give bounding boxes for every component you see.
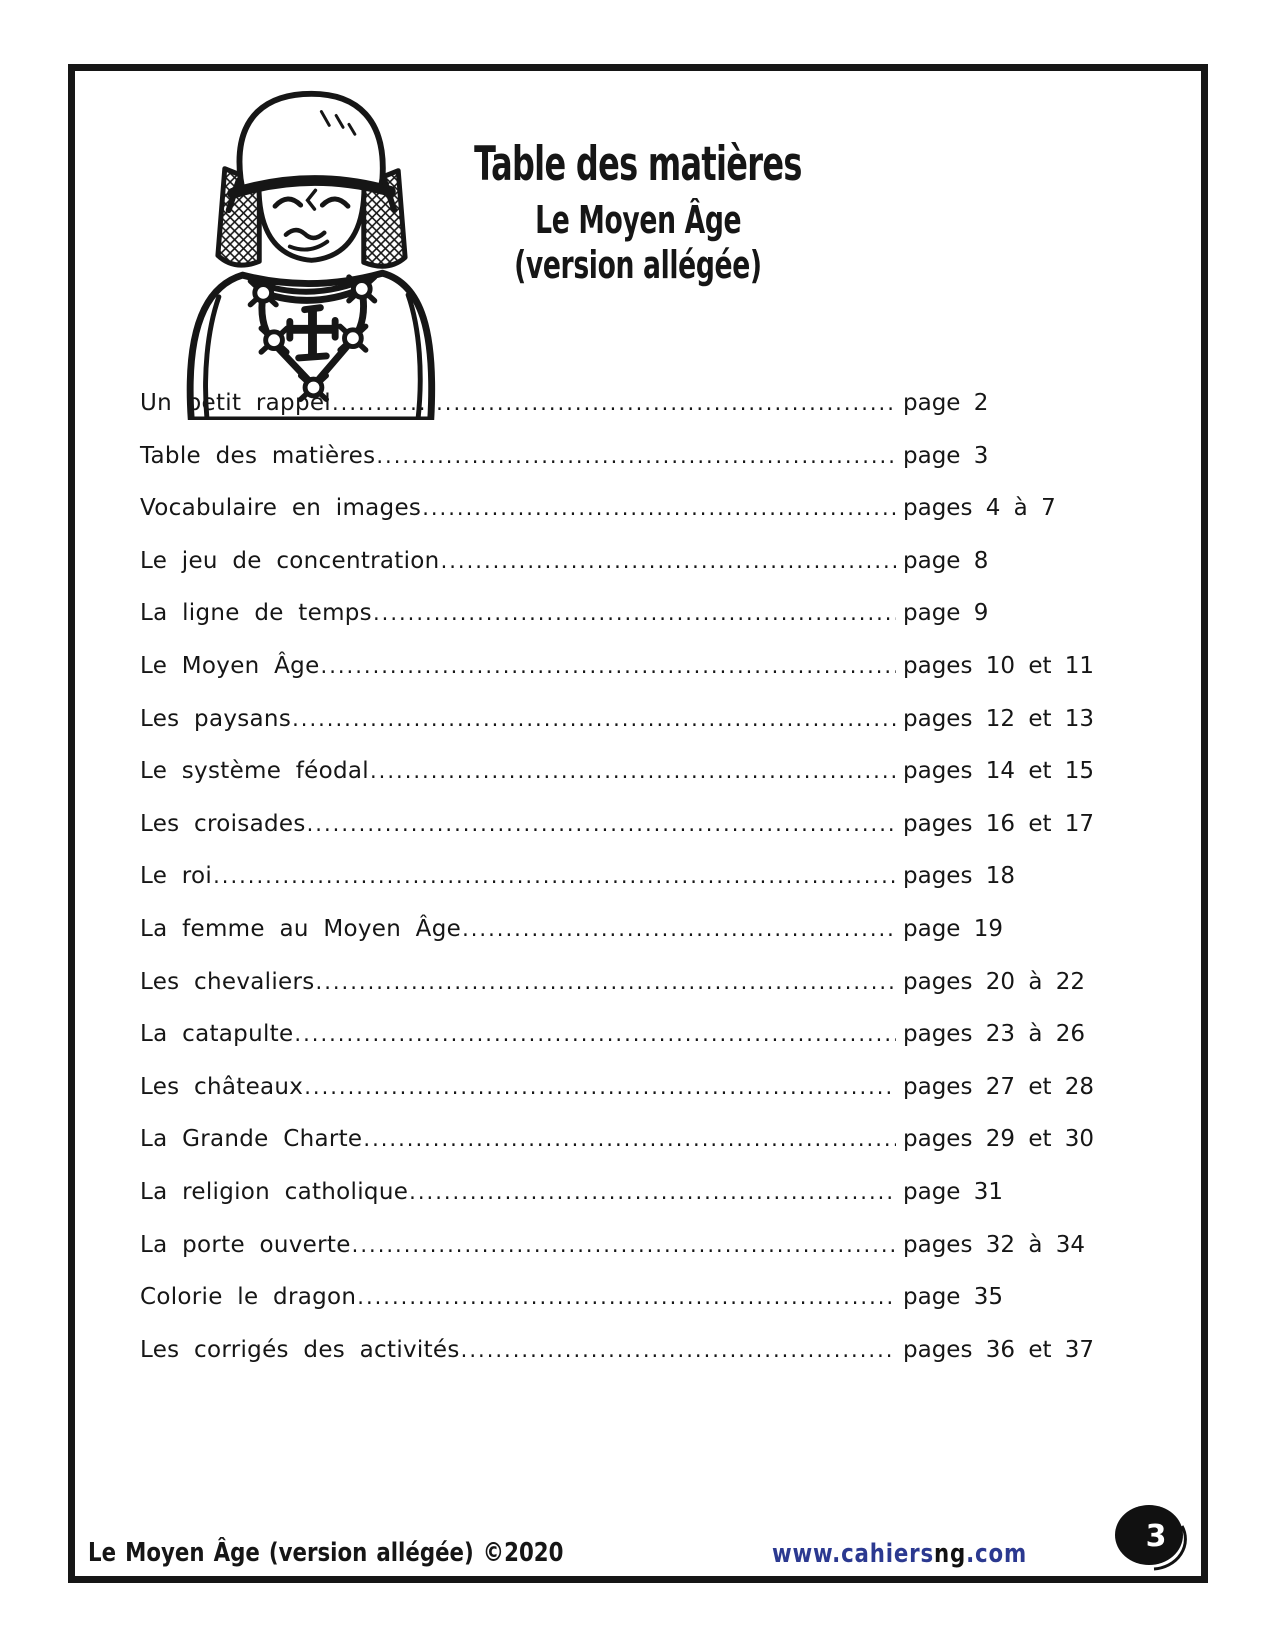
page-subtitle: Le Moyen Âge — [534, 198, 742, 242]
toc-page-ref: pages 20 à 22 — [903, 968, 1085, 995]
toc-page-ref: pages 14 et 15 — [903, 758, 1095, 785]
toc-leader-dots: ........................................… — [315, 969, 896, 994]
toc-leader-dots: ........................................… — [294, 1022, 896, 1047]
toc-entry-title: La catapulte — [140, 1021, 294, 1048]
knight-crusader-icon — [186, 90, 436, 424]
toc-entry-title: Table des matières — [140, 442, 376, 469]
toc-entry-title: Les corrigés des activités — [140, 1336, 460, 1363]
toc-leader-dots: ........................................… — [292, 706, 896, 731]
footer-website-link[interactable]: www.cahiersng.com — [772, 1539, 1027, 1569]
toc-page-ref: pages 36 et 37 — [903, 1336, 1095, 1363]
toc-entry-title: La femme au Moyen Âge — [140, 915, 462, 942]
title-block: Table des matières Le Moyen Âge (version… — [68, 141, 1208, 284]
toc-leader-dots: ........................................… — [370, 759, 896, 784]
toc-leader-dots: ........................................… — [440, 548, 896, 573]
toc-row: Les chevaliers .........................… — [140, 968, 1085, 1022]
toc-page-ref: page 31 — [903, 1178, 1004, 1205]
toc-page-ref: pages 16 et 17 — [903, 810, 1095, 837]
toc-page-ref: page 8 — [903, 547, 989, 574]
toc-page-ref: pages 12 et 13 — [903, 705, 1095, 732]
footer-link-brand[interactable]: ng — [934, 1539, 967, 1569]
toc-leader-dots: ........................................… — [409, 1179, 896, 1204]
toc-entry-title: Le système féodal — [140, 758, 369, 785]
toc-entry-title: Les croisades — [140, 810, 306, 837]
toc-leader-dots: ........................................… — [460, 1337, 896, 1362]
toc-row: La religion catholique .................… — [140, 1179, 1078, 1232]
toc-entry-title: Un petit rappel — [140, 390, 331, 416]
toc-page-ref: pages 23 à 26 — [903, 1021, 1085, 1048]
toc-leader-dots: ........................................… — [332, 391, 896, 415]
toc-leader-dots: ........................................… — [422, 496, 896, 521]
toc-entry-title: La religion catholique — [140, 1178, 409, 1205]
table-of-contents: Un petit rappel ........................… — [140, 390, 1095, 1390]
toc-row: La femme au Moyen Âge ..................… — [140, 916, 1078, 969]
toc-entry-title: Les châteaux — [140, 1073, 304, 1100]
toc-leader-dots: ........................................… — [351, 1232, 896, 1257]
toc-entry-title: Les paysans — [140, 705, 292, 732]
toc-leader-dots: ........................................… — [462, 916, 896, 941]
toc-page-ref: pages 4 à 7 — [903, 495, 1056, 522]
toc-page-ref: pages 10 et 11 — [903, 652, 1095, 679]
knight-illustration — [163, 80, 460, 424]
toc-row: La ligne de temps ......................… — [140, 600, 1078, 653]
toc-row: La Grande Charte .......................… — [140, 1126, 1095, 1179]
footer-link-prefix[interactable]: www.cahiers — [772, 1539, 935, 1569]
toc-row: Les croisades ..........................… — [140, 810, 1095, 864]
toc-leader-dots: ........................................… — [376, 443, 896, 468]
toc-row: La catapulte ...........................… — [140, 1021, 1085, 1074]
toc-entry-title: La porte ouverte — [140, 1231, 351, 1258]
toc-row: Les paysans ............................… — [140, 705, 1095, 759]
toc-leader-dots: ........................................… — [320, 653, 896, 678]
page-number-badge: 3 — [1112, 1502, 1192, 1574]
toc-entry-title: La ligne de temps — [140, 600, 372, 627]
toc-page-ref: page 2 — [903, 390, 989, 416]
toc-leader-dots: ........................................… — [213, 864, 896, 889]
toc-row: Colorie le dragon ......................… — [140, 1284, 1078, 1337]
toc-row: Le jeu de concentration ................… — [140, 548, 1078, 601]
toc-page-ref: pages 18 — [903, 863, 1016, 890]
footer-link-suffix[interactable]: .com — [966, 1539, 1027, 1569]
toc-page-ref: page 35 — [903, 1284, 1004, 1311]
toc-row: Le système féodal ......................… — [140, 758, 1095, 811]
toc-page-ref: pages 32 à 34 — [903, 1231, 1085, 1258]
toc-entry-title: Le roi — [140, 863, 213, 890]
toc-entry-title: Vocabulaire en images — [140, 495, 422, 522]
toc-row: Les châteaux ...........................… — [140, 1073, 1095, 1127]
toc-row: Le roi .................................… — [140, 863, 1078, 916]
toc-page-ref: page 19 — [903, 915, 1004, 942]
toc-page-ref: pages 27 et 28 — [903, 1073, 1095, 1100]
toc-row: Un petit rappel ........................… — [140, 390, 1078, 443]
toc-page-ref: page 3 — [903, 442, 989, 469]
toc-row: La porte ouverte .......................… — [140, 1231, 1085, 1285]
toc-entry-title: Le jeu de concentration — [140, 547, 440, 574]
toc-page-ref: page 9 — [903, 600, 989, 627]
page-subtitle-version: (version allégée) — [514, 243, 762, 287]
toc-leader-dots: ........................................… — [372, 601, 896, 626]
page-number: 3 — [1146, 1519, 1167, 1554]
toc-leader-dots: ........................................… — [357, 1285, 896, 1310]
toc-entry-title: Le Moyen Âge — [140, 652, 320, 679]
toc-leader-dots: ........................................… — [363, 1127, 896, 1152]
toc-row: Vocabulaire en images ..................… — [140, 495, 1078, 548]
toc-entry-title: Colorie le dragon — [140, 1284, 357, 1311]
page-title: Table des matières — [474, 137, 802, 192]
toc-row: Le Moyen Âge ...........................… — [140, 652, 1095, 706]
toc-entry-title: La Grande Charte — [140, 1126, 363, 1153]
toc-row: Les corrigés des activités .............… — [140, 1336, 1095, 1390]
toc-leader-dots: ........................................… — [306, 811, 896, 836]
footer-copyright: Le Moyen Âge (version allégée) ©2020 — [88, 1538, 564, 1568]
toc-page-ref: pages 29 et 30 — [903, 1126, 1095, 1153]
toc-leader-dots: ........................................… — [304, 1074, 896, 1099]
toc-entry-title: Les chevaliers — [140, 968, 315, 995]
toc-row: Table des matières .....................… — [140, 443, 1078, 496]
